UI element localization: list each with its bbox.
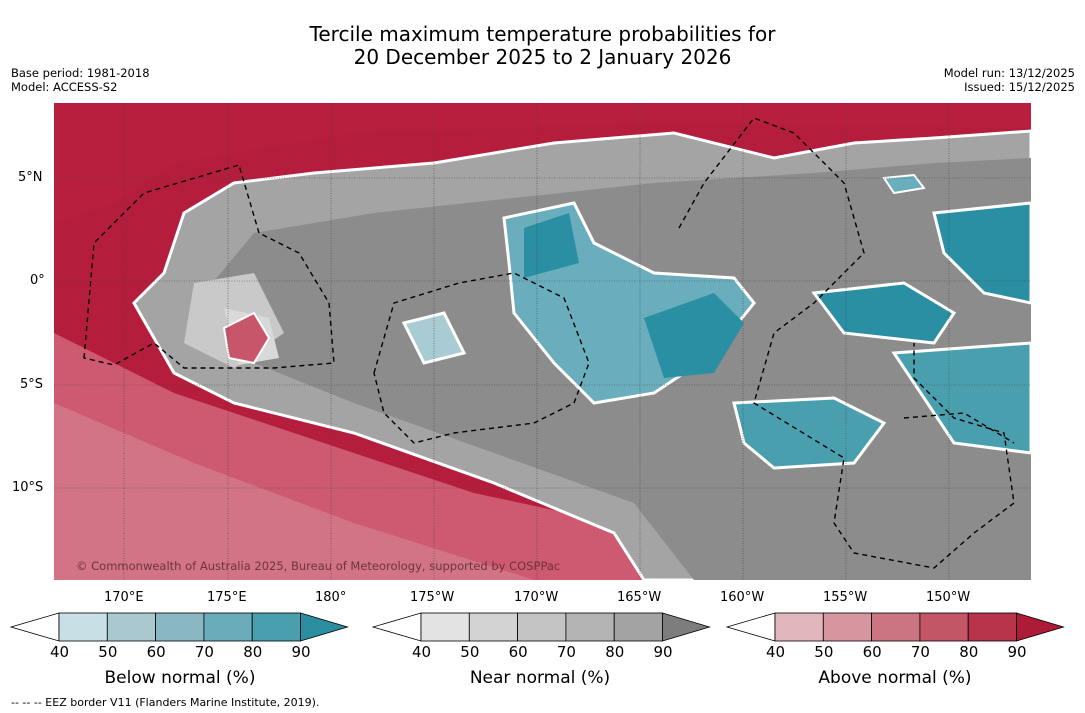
eez-footnote: -- -- -- EEZ border V11 (Flanders Marine…	[11, 696, 320, 709]
colorbar-segment	[517, 612, 567, 642]
issued-date: Issued: 15/12/2025	[964, 80, 1075, 94]
colorbar-tick-label: 40	[50, 643, 70, 661]
probability-map: © Commonwealth of Australia 2025, Bureau…	[54, 103, 1031, 580]
colorbar-segment	[203, 612, 253, 642]
copyright-text: © Commonwealth of Australia 2025, Bureau…	[76, 559, 560, 573]
lon-label-180: 180°	[315, 590, 347, 605]
colorbar-below-normal	[10, 612, 349, 642]
colorbar-tick-label: 50	[814, 643, 834, 661]
colorbar-tick-label: 50	[460, 643, 480, 661]
colorbar-tick-label: 80	[959, 643, 979, 661]
lon-label-160w: 160°W	[720, 590, 765, 605]
colorbar-segment	[155, 612, 205, 642]
model-run: Model run: 13/12/2025	[943, 66, 1075, 80]
model-name: Model: ACCESS-S2	[11, 80, 118, 94]
base-period: Base period: 1981-2018	[11, 66, 150, 80]
colorbar-tick-label: 70	[556, 643, 576, 661]
colorbar-extend-high	[662, 612, 711, 642]
colorbar-tick-label: 70	[910, 643, 930, 661]
colorbar-segment	[58, 612, 108, 642]
colorbar-segment	[420, 612, 470, 642]
colorbar-near-normal	[372, 612, 711, 642]
lon-label-170w: 170°W	[514, 590, 559, 605]
colorbar-tick-label: 50	[98, 643, 118, 661]
colorbar-above-normal	[726, 612, 1065, 642]
eez-borders	[83, 117, 1015, 569]
lon-label-170e: 170°E	[104, 590, 144, 605]
colorbar-segment	[613, 612, 663, 642]
colorbar-tick-label: 60	[862, 643, 882, 661]
lat-label-0: 0°	[30, 273, 45, 288]
colorbar-segment	[106, 612, 157, 642]
colorbar-segment	[468, 612, 519, 642]
colorbar-tick-label: 60	[508, 643, 528, 661]
map-title-line2: 20 December 2025 to 2 January 2026	[353, 45, 732, 69]
lon-label-155w: 155°W	[823, 590, 868, 605]
colorbar-segment	[774, 612, 824, 642]
colorbar-segment	[967, 612, 1017, 642]
colorbar-tick-label: 40	[766, 643, 786, 661]
colorbar-segment	[822, 612, 873, 642]
colorbar-tick-label: 70	[194, 643, 214, 661]
lat-label-10s: 10°S	[12, 480, 44, 495]
colorbar-extend-high	[300, 612, 349, 642]
colorbar-extend-low	[726, 612, 776, 642]
colorbar-segment	[919, 612, 969, 642]
graticule	[54, 103, 1031, 580]
colorbar-tick-label: 90	[1007, 643, 1027, 661]
colorbar-tick-label: 80	[605, 643, 625, 661]
lon-label-165w: 165°W	[617, 590, 662, 605]
colorbar-tick-label: 90	[653, 643, 673, 661]
colorbar-extend-low	[10, 612, 60, 642]
lat-label-5n: 5°N	[18, 170, 43, 185]
map-title-line1: Tercile maximum temperature probabilitie…	[309, 22, 776, 46]
colorbar-tick-label: 60	[146, 643, 166, 661]
colorbar-tick-label: 90	[291, 643, 311, 661]
above-normal-light-region	[54, 403, 534, 580]
lat-label-5s: 5°S	[20, 377, 44, 392]
colorbar-tick-label: 80	[243, 643, 263, 661]
lon-label-150w: 150°W	[926, 590, 971, 605]
colorbar-segment	[871, 612, 921, 642]
near-normal-label: Near normal (%)	[469, 668, 611, 688]
above-normal-label: Above normal (%)	[818, 668, 972, 688]
colorbar-extend-low	[372, 612, 422, 642]
below-normal-label: Below normal (%)	[104, 668, 256, 688]
colorbar-extend-high	[1016, 612, 1065, 642]
colorbar-segment	[565, 612, 615, 642]
colorbar-segment	[251, 612, 301, 642]
colorbar-tick-label: 40	[412, 643, 432, 661]
lon-label-175w: 175°W	[410, 590, 455, 605]
lon-label-175e: 175°E	[207, 590, 247, 605]
